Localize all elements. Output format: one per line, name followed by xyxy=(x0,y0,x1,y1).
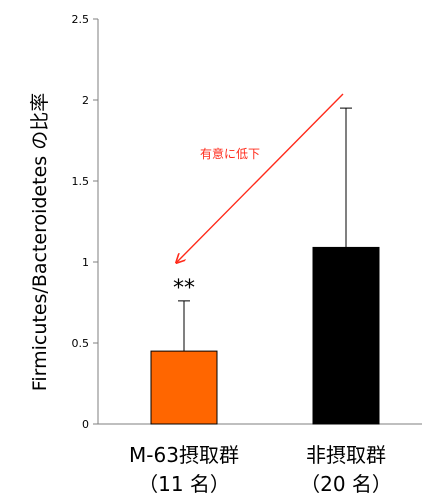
y-tick-label: 2 xyxy=(82,94,89,107)
bars-group xyxy=(150,107,380,425)
decrease-annotation: 有意に低下 xyxy=(200,146,260,161)
y-tick-label: 0.5 xyxy=(72,337,90,350)
bar xyxy=(150,350,218,425)
decrease-arrow xyxy=(177,93,344,262)
y-tick-label: 1 xyxy=(82,256,89,269)
y-axis-ticks: 0 0.5 1 1.5 2 2.5 xyxy=(72,13,98,431)
bar xyxy=(312,246,380,425)
y-tick-label: 1.5 xyxy=(72,175,90,188)
y-tick-label: 0 xyxy=(82,418,89,431)
y-tick-label: 2.5 xyxy=(72,13,90,26)
x-category-label: M-63摂取群 xyxy=(129,443,239,467)
x-category-sublabel: （11 名） xyxy=(138,472,230,496)
y-axis-label: Firmicutes/Bacteroidetes の比率 xyxy=(29,93,51,391)
x-category-label: 非摂取群 xyxy=(306,443,386,467)
x-axis-labels: M-63摂取群 （11 名） 非摂取群 （20 名） xyxy=(129,443,392,496)
significance-marker: ** xyxy=(173,276,195,301)
x-category-sublabel: （20 名） xyxy=(300,472,392,496)
